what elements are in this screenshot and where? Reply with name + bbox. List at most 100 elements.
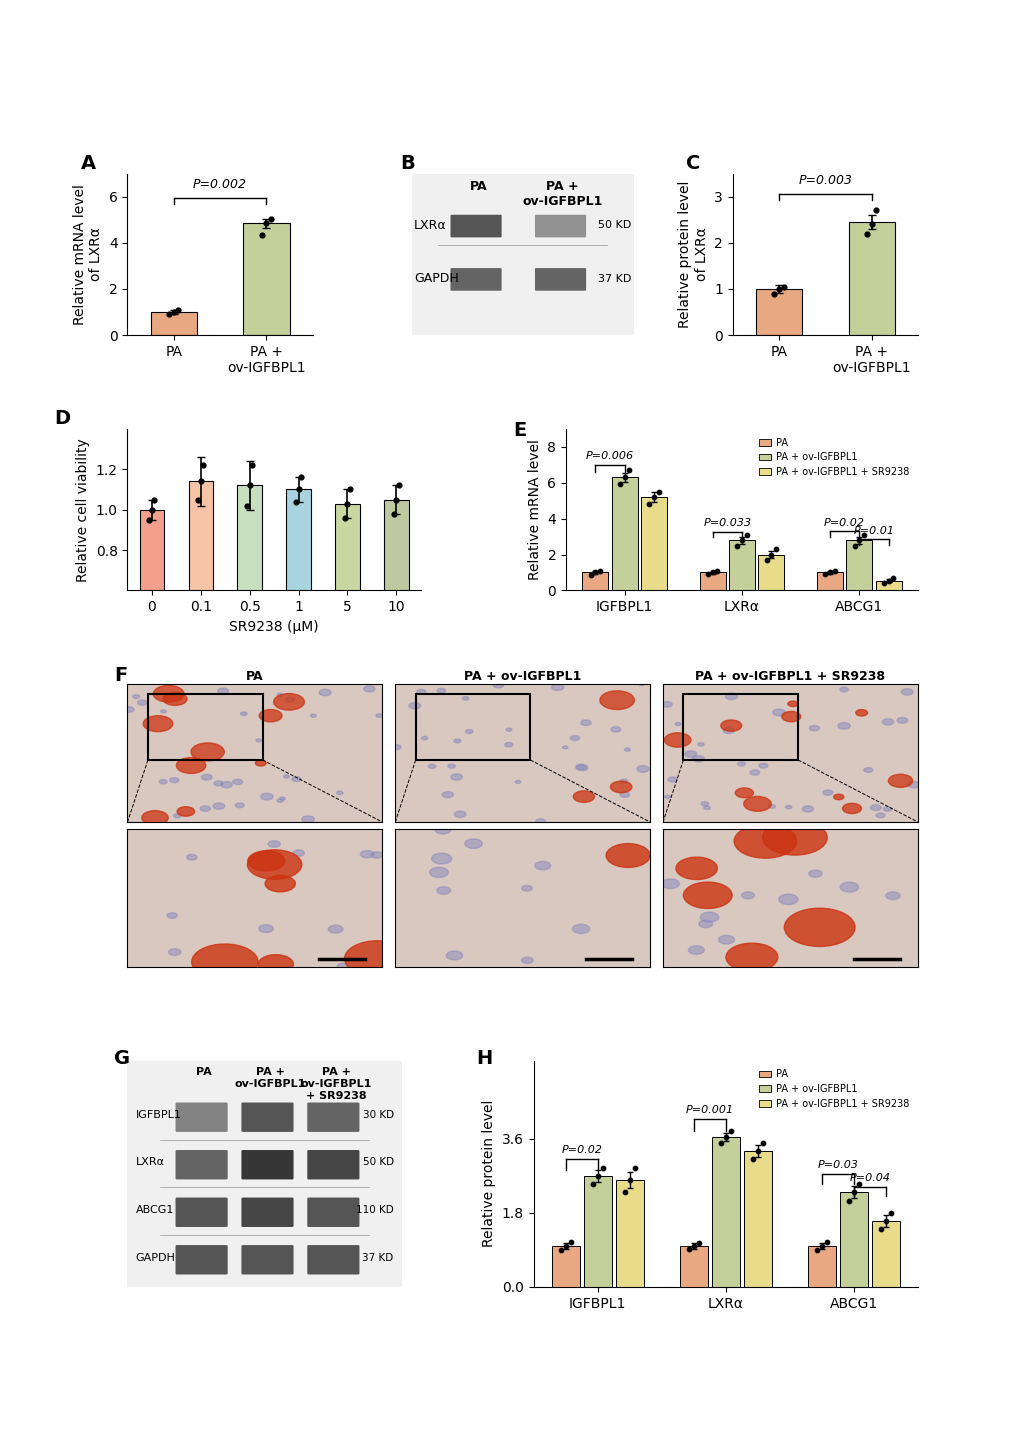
Circle shape — [428, 765, 435, 768]
Point — [290, 477, 307, 500]
Circle shape — [429, 868, 448, 878]
Point — [621, 1168, 637, 1192]
Point — [749, 1139, 765, 1163]
Circle shape — [855, 710, 867, 716]
Bar — [871, 1220, 899, 1287]
Title: PA + ov-IGFBPL1 + SR9238: PA + ov-IGFBPL1 + SR9238 — [695, 669, 884, 683]
FancyBboxPatch shape — [175, 1102, 227, 1132]
Point — [242, 474, 258, 497]
Point — [621, 458, 637, 482]
Point — [850, 529, 866, 552]
Circle shape — [435, 826, 450, 834]
Circle shape — [177, 807, 195, 816]
Point — [808, 1238, 824, 1261]
Circle shape — [167, 912, 177, 918]
Bar — [416, 694, 530, 761]
Circle shape — [153, 685, 183, 703]
Circle shape — [143, 716, 172, 732]
Circle shape — [664, 795, 669, 798]
Text: P=0.04: P=0.04 — [849, 1173, 890, 1183]
Bar — [839, 1193, 867, 1287]
Circle shape — [698, 920, 712, 928]
Circle shape — [781, 711, 800, 722]
Text: H: H — [476, 1050, 492, 1069]
Point — [872, 1218, 889, 1241]
Circle shape — [717, 936, 734, 944]
FancyBboxPatch shape — [242, 1197, 293, 1228]
Bar — [615, 1180, 643, 1287]
Point — [858, 223, 874, 246]
Text: P=0.02: P=0.02 — [560, 1145, 601, 1155]
Circle shape — [881, 719, 893, 724]
Text: D: D — [54, 409, 70, 428]
Circle shape — [638, 683, 643, 685]
Bar — [729, 541, 754, 590]
Point — [882, 1202, 899, 1225]
FancyBboxPatch shape — [307, 1150, 359, 1180]
Point — [850, 1173, 866, 1196]
Circle shape — [785, 805, 791, 808]
Circle shape — [279, 797, 285, 800]
Point — [712, 1131, 729, 1154]
Circle shape — [447, 763, 454, 768]
Circle shape — [875, 813, 884, 818]
Text: P=0.003: P=0.003 — [798, 174, 852, 187]
Circle shape — [138, 700, 147, 706]
Circle shape — [896, 717, 907, 723]
Circle shape — [283, 775, 289, 778]
Circle shape — [200, 805, 210, 811]
Text: GAPDH: GAPDH — [136, 1252, 175, 1262]
Circle shape — [822, 790, 832, 795]
Text: PA +
ov-IGFBPL1: PA + ov-IGFBPL1 — [522, 179, 602, 208]
Bar — [384, 499, 409, 711]
Bar — [758, 554, 784, 590]
Circle shape — [453, 739, 461, 743]
Circle shape — [720, 720, 741, 732]
Circle shape — [839, 687, 848, 691]
Text: PA: PA — [197, 1067, 212, 1077]
Point — [190, 487, 206, 510]
Point — [641, 493, 657, 516]
Circle shape — [417, 690, 426, 694]
Point — [385, 502, 401, 525]
Point — [758, 548, 774, 571]
Text: P=0.006: P=0.006 — [585, 451, 634, 461]
Circle shape — [688, 946, 703, 954]
Circle shape — [838, 723, 850, 729]
Bar — [335, 503, 360, 711]
Circle shape — [217, 688, 228, 694]
Text: IGFBPL1: IGFBPL1 — [136, 1111, 181, 1121]
Circle shape — [741, 892, 754, 899]
Circle shape — [256, 739, 261, 742]
Circle shape — [453, 811, 466, 817]
Circle shape — [431, 853, 451, 865]
Circle shape — [123, 707, 135, 713]
Circle shape — [599, 691, 634, 710]
Point — [717, 1125, 734, 1148]
Point — [170, 298, 186, 321]
Circle shape — [842, 804, 861, 814]
Circle shape — [248, 850, 302, 879]
Bar — [582, 573, 607, 590]
Circle shape — [371, 852, 383, 859]
Point — [774, 275, 791, 298]
Circle shape — [675, 723, 680, 726]
FancyBboxPatch shape — [307, 1197, 359, 1228]
Title: PA: PA — [246, 669, 264, 683]
Bar — [875, 581, 901, 590]
Circle shape — [700, 801, 708, 805]
Circle shape — [259, 710, 281, 722]
Point — [336, 506, 353, 529]
Circle shape — [620, 779, 627, 782]
Point — [650, 480, 666, 503]
Point — [738, 523, 754, 547]
Point — [144, 497, 160, 521]
Circle shape — [462, 697, 469, 700]
Circle shape — [292, 850, 304, 856]
Text: B: B — [400, 155, 415, 174]
Point — [557, 1235, 574, 1258]
Title: PA + ov-IGFBPL1: PA + ov-IGFBPL1 — [464, 669, 581, 683]
Text: LXRα: LXRα — [136, 1157, 165, 1167]
FancyBboxPatch shape — [175, 1197, 227, 1228]
Circle shape — [636, 765, 648, 772]
